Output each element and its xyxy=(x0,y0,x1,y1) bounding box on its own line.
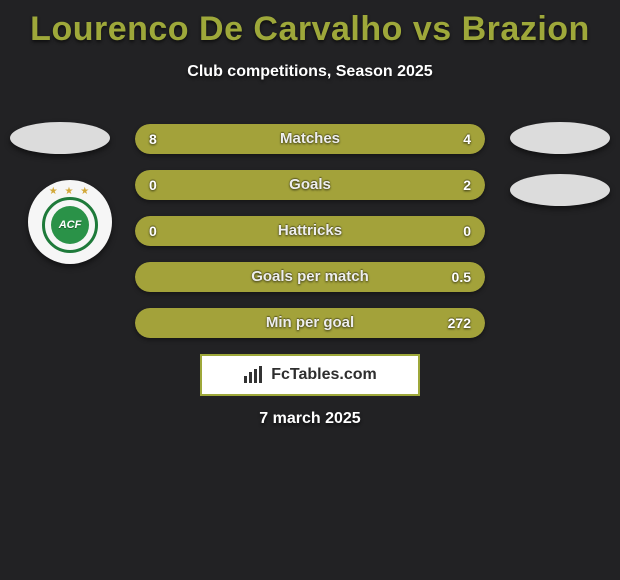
stat-label: Matches xyxy=(135,124,485,154)
badge-core-text: ACF xyxy=(51,206,89,244)
stat-row: Min per goal272 xyxy=(135,308,485,338)
brand-text: FcTables.com xyxy=(271,366,377,384)
stat-label: Goals xyxy=(135,170,485,200)
stat-value-right: 2 xyxy=(463,170,471,200)
page-subtitle: Club competitions, Season 2025 xyxy=(0,63,620,81)
stat-row: 0Goals2 xyxy=(135,170,485,200)
stat-row: Goals per match0.5 xyxy=(135,262,485,292)
badge-ring: ACF xyxy=(42,197,98,253)
right-player-oval xyxy=(510,174,610,206)
stat-value-right: 4 xyxy=(463,124,471,154)
stat-value-right: 0 xyxy=(463,216,471,246)
page-title: Lourenco De Carvalho vs Brazion xyxy=(0,0,620,49)
stat-label: Hattricks xyxy=(135,216,485,246)
stat-label: Min per goal xyxy=(135,308,485,338)
stat-rows-container: 8Matches40Goals20Hattricks0Goals per mat… xyxy=(135,124,485,354)
stat-row: 0Hattricks0 xyxy=(135,216,485,246)
date-text: 7 march 2025 xyxy=(0,410,620,428)
left-player-club-badge: ★ ★ ★ ACF xyxy=(28,180,112,264)
stat-value-right: 272 xyxy=(448,308,471,338)
left-player-oval xyxy=(10,122,110,154)
right-player-oval xyxy=(510,122,610,154)
stat-value-right: 0.5 xyxy=(452,262,471,292)
badge-stars: ★ ★ ★ xyxy=(28,186,112,197)
brand-bars-icon xyxy=(243,366,265,384)
stat-row: 8Matches4 xyxy=(135,124,485,154)
brand-box: FcTables.com xyxy=(200,354,420,396)
stat-label: Goals per match xyxy=(135,262,485,292)
